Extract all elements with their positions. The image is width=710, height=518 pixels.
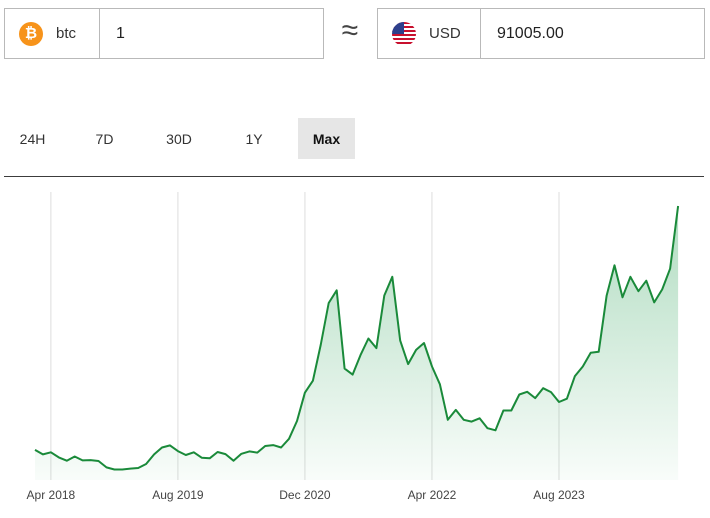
approx-symbol: ≈ xyxy=(341,14,359,47)
to-currency-code: USD xyxy=(429,25,461,42)
from-currency-box: ₿ btc xyxy=(4,8,324,59)
from-currency-select[interactable]: ₿ btc xyxy=(5,9,100,58)
x-tick-label: Dec 2020 xyxy=(279,488,331,502)
us-flag-icon xyxy=(392,21,416,46)
from-currency-code: btc xyxy=(56,25,77,42)
price-line xyxy=(34,205,680,471)
to-amount-input[interactable] xyxy=(481,9,704,58)
tab-30d[interactable]: 30D xyxy=(166,130,192,147)
divider xyxy=(4,176,704,177)
x-axis-labels: Apr 2018 Aug 2019 Dec 2020 Apr 2022 Aug 2023 xyxy=(27,488,585,502)
tab-7d[interactable]: 7D xyxy=(95,130,114,147)
to-currency-select[interactable]: USD xyxy=(378,9,481,58)
x-tick-label: Aug 2019 xyxy=(152,488,204,502)
price-chart: Apr 2018 Aug 2019 Dec 2020 Apr 2022 Aug 2023 xyxy=(27,192,680,502)
tab-24h[interactable]: 24H xyxy=(19,130,46,147)
price-area xyxy=(35,206,679,480)
x-tick-label: Aug 2023 xyxy=(533,488,585,502)
range-tabs: 24H 7D 30D 1Y Max xyxy=(4,118,355,159)
tab-max[interactable]: Max xyxy=(298,118,355,159)
to-currency-box: USD xyxy=(377,8,705,59)
x-tick-label: Apr 2018 xyxy=(27,488,76,502)
x-tick-label: Apr 2022 xyxy=(408,488,457,502)
bitcoin-icon: ₿ xyxy=(19,21,43,46)
tab-1y[interactable]: 1Y xyxy=(245,130,263,147)
from-amount-input[interactable] xyxy=(100,9,323,58)
